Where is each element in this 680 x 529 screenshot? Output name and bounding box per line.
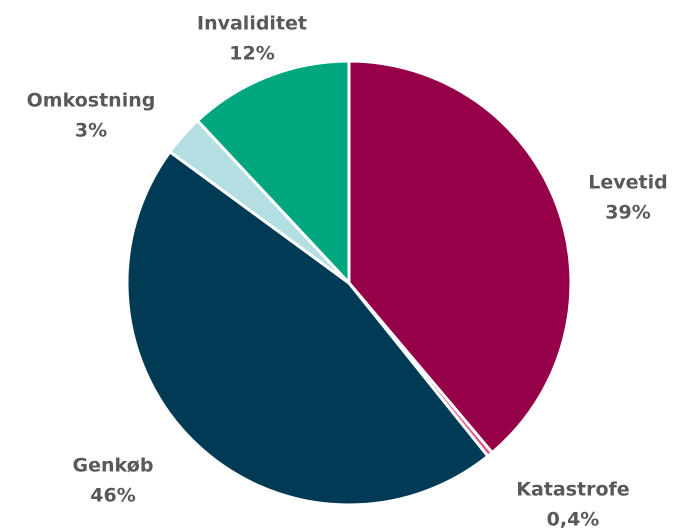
- slice-value-label: 0,4%: [547, 509, 600, 529]
- slice-value-label: 46%: [90, 485, 135, 507]
- pie-slice: [196, 59, 351, 285]
- slice-value-label: 3%: [75, 120, 107, 142]
- slice-label: Genkøb: [73, 455, 154, 477]
- slice-label: Katastrofe: [516, 479, 629, 501]
- slice-value-label: 39%: [605, 202, 650, 224]
- pie-slice: [125, 150, 490, 507]
- slice-label: Omkostning: [27, 90, 156, 112]
- pie-slice: [347, 59, 573, 455]
- slice-value-label: 12%: [229, 43, 274, 65]
- slice-label: Invaliditet: [197, 13, 307, 35]
- slice-label: Levetid: [588, 172, 667, 194]
